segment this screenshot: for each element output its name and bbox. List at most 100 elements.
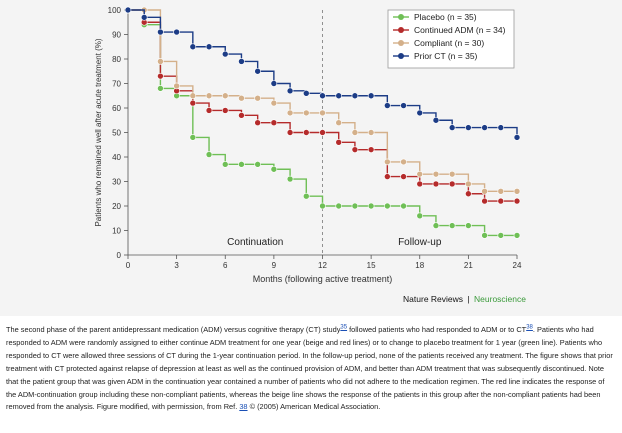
credit-section: Neuroscience [474, 294, 526, 304]
source-credit: Nature Reviews | Neuroscience [403, 294, 526, 304]
data-point-placebo [367, 202, 375, 210]
phase-label-continuation: Continuation [227, 237, 283, 248]
y-tick-label: 20 [112, 202, 121, 211]
legend-marker-continued-adm [398, 27, 404, 33]
data-point-prior-ct [367, 92, 375, 100]
data-point-prior-ct [335, 92, 343, 100]
data-point-compliant [302, 109, 310, 117]
data-point-prior-ct [254, 67, 261, 75]
data-point-prior-ct [270, 80, 278, 87]
data-point-placebo [384, 202, 391, 210]
ref-link-35[interactable]: 35 [340, 324, 348, 331]
data-point-compliant [400, 158, 407, 166]
data-point-prior-ct [124, 6, 132, 14]
data-point-compliant [157, 58, 164, 65]
data-point-continued-adm [319, 129, 326, 136]
y-tick-label: 90 [112, 31, 121, 40]
data-point-compliant [173, 82, 180, 90]
data-point-prior-ct [189, 43, 197, 51]
y-tick-label: 0 [117, 251, 122, 260]
x-tick-label: 18 [415, 261, 424, 270]
data-point-placebo [286, 175, 294, 183]
data-point-continued-adm [286, 129, 294, 136]
data-point-prior-ct [497, 124, 505, 131]
data-point-prior-ct [465, 124, 472, 131]
data-point-continued-adm [302, 129, 310, 136]
data-point-compliant [238, 94, 245, 102]
data-point-continued-adm [481, 197, 488, 205]
data-point-compliant [416, 170, 424, 178]
data-point-compliant [384, 158, 391, 166]
x-tick-label: 6 [223, 261, 228, 270]
data-point-placebo [335, 202, 343, 210]
data-point-prior-ct [157, 28, 164, 36]
data-point-compliant [335, 119, 343, 126]
data-point-placebo [351, 202, 359, 210]
figure-caption: The second phase of the parent antidepre… [6, 324, 616, 414]
y-tick-label: 80 [112, 55, 121, 64]
data-point-continued-adm [335, 139, 343, 146]
data-point-continued-adm [270, 119, 278, 126]
data-point-continued-adm [238, 112, 245, 119]
y-tick-label: 30 [112, 178, 121, 187]
data-point-continued-adm [254, 119, 261, 126]
data-point-compliant [367, 129, 375, 136]
legend-label-prior-ct: Prior CT (n = 35) [414, 51, 478, 61]
data-point-continued-adm [448, 180, 456, 188]
data-point-continued-adm [432, 180, 440, 188]
data-point-placebo [205, 151, 213, 158]
data-point-continued-adm [400, 173, 407, 180]
data-point-prior-ct [221, 50, 229, 58]
credit-journal: Nature Reviews [403, 294, 464, 304]
data-point-placebo [448, 222, 456, 229]
data-point-prior-ct [400, 102, 407, 109]
data-point-prior-ct [319, 92, 326, 100]
data-point-prior-ct [302, 90, 310, 97]
data-point-placebo [497, 232, 505, 239]
legend-marker-prior-ct [398, 53, 404, 59]
data-point-prior-ct [481, 124, 488, 131]
legend-marker-compliant [398, 40, 404, 46]
ref-link-38-inline[interactable]: 38 [239, 402, 248, 412]
data-point-continued-adm [513, 197, 521, 205]
ref-link-38[interactable]: 38 [526, 324, 533, 331]
data-point-continued-adm [189, 99, 197, 107]
legend-label-continued-adm: Continued ADM (n = 34) [414, 25, 506, 35]
data-point-placebo [221, 161, 229, 168]
data-point-prior-ct [238, 58, 245, 65]
relapse-chart: 0 10 20 30 40 50 60 70 80 90 100 0 3 6 9 12 15 18 21 24 Mont… [94, 6, 522, 284]
data-point-compliant [465, 180, 472, 188]
y-axis-label: Patients who remained well after acute t… [94, 38, 103, 226]
data-point-placebo [432, 222, 440, 229]
data-point-compliant [351, 129, 359, 136]
data-point-continued-adm [416, 180, 424, 188]
data-point-compliant [270, 99, 278, 107]
caption-text-1: The second phase of the parent antidepre… [6, 325, 341, 334]
data-point-continued-adm [221, 107, 229, 114]
data-point-placebo [465, 222, 472, 229]
data-point-prior-ct [140, 14, 148, 21]
phase-label-followup: Follow-up [398, 237, 442, 248]
legend-box [387, 9, 515, 69]
data-point-prior-ct [286, 87, 294, 95]
y-tick-label: 40 [112, 153, 121, 162]
x-tick-label: 15 [367, 261, 376, 270]
y-tick-label: 50 [112, 129, 121, 138]
y-tick-label: 70 [112, 80, 121, 89]
data-point-placebo [400, 202, 407, 210]
data-point-placebo [238, 161, 245, 168]
data-point-placebo [302, 192, 310, 200]
data-point-compliant [189, 92, 197, 100]
data-point-continued-adm [157, 72, 164, 80]
data-point-continued-adm [465, 190, 472, 198]
caption-text-4: © (2005) American Medical Association. [247, 402, 381, 412]
data-point-prior-ct [351, 92, 359, 100]
data-point-prior-ct [513, 134, 521, 141]
data-point-placebo [270, 165, 278, 173]
data-point-compliant [205, 92, 213, 100]
figure-panel: 0 10 20 30 40 50 60 70 80 90 100 0 3 6 9 12 15 18 21 24 Mont… [0, 0, 622, 316]
data-point-placebo [254, 161, 261, 168]
y-tick-label: 60 [112, 104, 121, 113]
data-point-placebo [157, 85, 164, 92]
data-point-continued-adm [384, 173, 391, 180]
